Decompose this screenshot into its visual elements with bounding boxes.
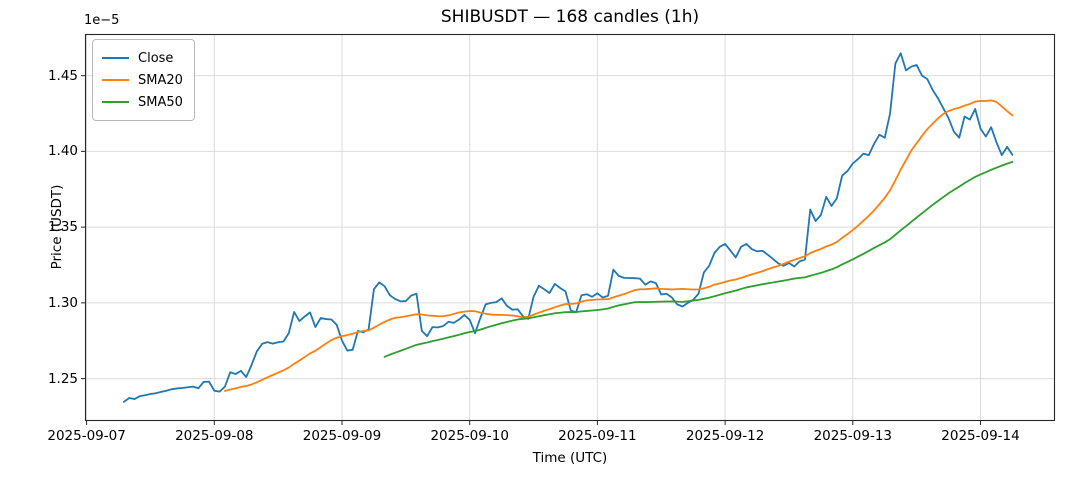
x-tick-label: 2025-09-09 xyxy=(302,428,382,444)
chart-title: SHIBUSDT — 168 candles (1h) xyxy=(440,7,700,27)
sma50-line-swatch xyxy=(102,100,129,104)
legend-item-sma50: SMA50 xyxy=(102,91,183,113)
x-tick-label: 2025-09-11 xyxy=(558,428,637,444)
plot-canvas xyxy=(81,33,1056,425)
sma20-line xyxy=(224,99,1014,392)
close-line-swatch xyxy=(102,56,129,60)
y-axis-offset-text: 1e−5 xyxy=(84,13,120,28)
legend-item-close: Close xyxy=(102,47,183,69)
legend-label-close: Close xyxy=(138,50,174,66)
x-tick-label: 2025-09-10 xyxy=(430,428,509,444)
x-tick-label: 2025-09-14 xyxy=(941,428,1020,444)
legend-item-sma20: SMA20 xyxy=(102,69,183,91)
sma50-line xyxy=(383,160,1014,358)
axes-spines xyxy=(84,33,1056,422)
y-tick-label: 1.40 xyxy=(47,143,78,160)
close-line xyxy=(122,52,1014,403)
y-tick-label: 1.30 xyxy=(47,294,78,311)
plot-area xyxy=(81,33,1056,425)
y-tick-label: 1.35 xyxy=(47,219,78,236)
x-tick-label: 2025-09-12 xyxy=(685,428,765,444)
y-tick-label: 1.45 xyxy=(47,67,78,84)
legend-label-sma50: SMA50 xyxy=(138,94,183,110)
x-tick-label: 2025-09-07 xyxy=(47,428,126,444)
legend-box: Close SMA20 SMA50 xyxy=(92,39,195,121)
sma20-line-swatch xyxy=(102,78,129,82)
x-tick-label: 2025-09-13 xyxy=(813,428,893,444)
legend-label-sma20: SMA20 xyxy=(138,72,183,88)
y-tick-label: 1.25 xyxy=(47,370,78,387)
x-axis-label: Time (UTC) xyxy=(532,450,608,466)
x-tick-label: 2025-09-08 xyxy=(175,428,254,444)
